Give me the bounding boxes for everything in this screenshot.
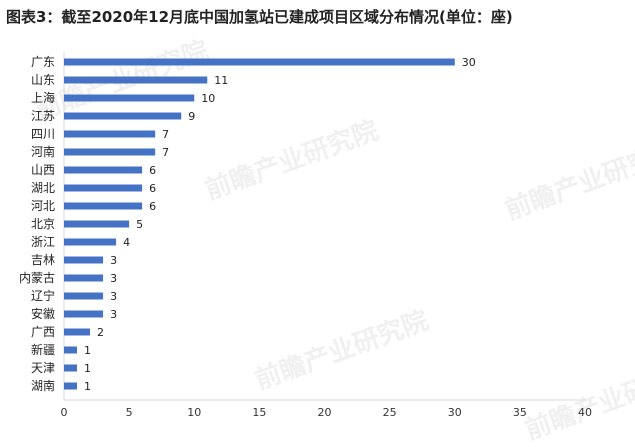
x-tick-label: 30 bbox=[448, 406, 462, 419]
category-label: 安徽 bbox=[31, 306, 55, 321]
bar bbox=[64, 256, 104, 264]
category-label: 吉林 bbox=[31, 253, 55, 267]
x-tick-label: 25 bbox=[383, 406, 397, 419]
chart-title: 图表3：截至2020年12月底中国加氢站已建成项目区域分布情况(单位：座) bbox=[6, 8, 513, 26]
bar bbox=[64, 346, 78, 354]
data-label: 3 bbox=[110, 272, 117, 285]
x-tick-label: 35 bbox=[513, 406, 527, 419]
bar bbox=[64, 130, 156, 138]
data-label: 3 bbox=[110, 290, 117, 303]
data-label: 11 bbox=[214, 74, 228, 87]
data-label: 6 bbox=[149, 200, 156, 213]
bar bbox=[64, 382, 78, 390]
data-label: 1 bbox=[84, 380, 91, 393]
data-label: 3 bbox=[110, 308, 117, 321]
bar bbox=[64, 274, 104, 282]
category-label: 河南 bbox=[31, 144, 55, 159]
bar bbox=[64, 220, 130, 228]
x-tick-label: 15 bbox=[252, 406, 266, 419]
x-tick-label: 5 bbox=[126, 406, 133, 419]
bar bbox=[64, 364, 78, 372]
bar bbox=[64, 238, 117, 246]
category-label: 北京 bbox=[31, 217, 55, 231]
x-tick-label: 40 bbox=[578, 406, 592, 419]
bar bbox=[64, 310, 104, 318]
data-label: 6 bbox=[149, 164, 156, 177]
data-label: 9 bbox=[188, 110, 195, 123]
data-label: 7 bbox=[162, 146, 169, 159]
data-label: 10 bbox=[201, 92, 215, 105]
category-label: 广东 bbox=[31, 55, 55, 69]
data-label: 1 bbox=[84, 362, 91, 375]
x-tick-label: 0 bbox=[61, 406, 68, 419]
data-label: 5 bbox=[136, 218, 143, 231]
bar bbox=[64, 166, 143, 174]
category-label: 广西 bbox=[31, 325, 55, 339]
bar bbox=[64, 58, 455, 66]
bar bbox=[64, 148, 156, 156]
category-label: 湖北 bbox=[31, 180, 55, 195]
category-label: 山西 bbox=[31, 163, 55, 177]
bar bbox=[64, 328, 91, 336]
category-label: 上海 bbox=[31, 90, 55, 105]
bar bbox=[64, 112, 182, 120]
data-label: 30 bbox=[462, 56, 476, 69]
bar bbox=[64, 94, 195, 102]
category-label: 浙江 bbox=[31, 235, 55, 249]
category-label: 湖南 bbox=[31, 378, 55, 393]
bar bbox=[64, 76, 208, 84]
category-label: 内蒙古 bbox=[19, 270, 55, 285]
category-label: 江苏 bbox=[31, 109, 55, 123]
x-tick-label: 20 bbox=[318, 406, 332, 419]
bar bbox=[64, 292, 104, 300]
data-label: 2 bbox=[97, 326, 104, 339]
bar bbox=[64, 202, 143, 210]
category-label: 河北 bbox=[31, 199, 55, 213]
category-label: 新疆 bbox=[31, 342, 55, 357]
category-label: 四川 bbox=[31, 127, 55, 141]
data-label: 1 bbox=[84, 344, 91, 357]
data-label: 6 bbox=[149, 182, 156, 195]
data-label: 4 bbox=[123, 236, 130, 249]
x-tick-label: 10 bbox=[187, 406, 201, 419]
data-label: 7 bbox=[162, 128, 169, 141]
category-label: 山东 bbox=[31, 73, 55, 87]
category-label: 天津 bbox=[31, 361, 55, 375]
bar bbox=[64, 184, 143, 192]
data-label: 3 bbox=[110, 254, 117, 267]
category-label: 辽宁 bbox=[31, 288, 55, 303]
